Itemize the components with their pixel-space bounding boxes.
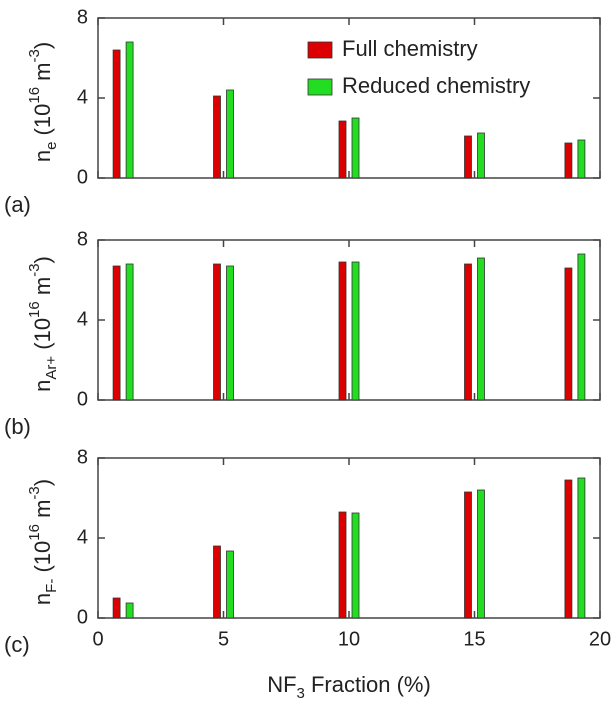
y-axis-label: nAr+ (1016 m-3) [26, 256, 60, 392]
x-axis-label-part: 3 [297, 685, 305, 702]
bar [213, 263, 221, 401]
bar [477, 132, 485, 179]
bar [564, 479, 573, 619]
y-axis-label-part: m [30, 63, 55, 87]
bar [112, 597, 121, 619]
bar [577, 253, 586, 401]
y-tick-label: 8 [77, 228, 88, 250]
y-tick-label: 0 [77, 388, 88, 410]
y-axis-label-part: ) [30, 256, 55, 263]
bar [226, 89, 234, 179]
y-axis-label-part: e [43, 142, 60, 150]
y-axis-label-part: ) [30, 479, 55, 486]
y-tick-label: 0 [77, 606, 88, 628]
bar [213, 545, 221, 619]
bar [351, 117, 360, 179]
y-axis-label-part: (10 [30, 318, 55, 356]
y-axis-label-part: Ar+ [43, 356, 60, 380]
bar [112, 265, 121, 401]
y-axis-label-part: n [30, 150, 55, 162]
y-axis-label-part: 16 [26, 87, 43, 104]
legend-label: Reduced chemistry [342, 73, 530, 98]
y-axis-label-part: m [30, 277, 55, 301]
bar [125, 41, 134, 179]
bar [125, 263, 134, 401]
bar [464, 135, 472, 179]
bar [564, 267, 573, 401]
bar [464, 491, 472, 619]
x-tick-label: 0 [92, 628, 103, 650]
panel-label: (b) [4, 414, 31, 439]
plot-frame [97, 239, 601, 401]
x-axis-label-part: Fraction (%) [305, 672, 431, 697]
y-axis-label-part: 16 [26, 524, 43, 541]
x-tick-label: 10 [338, 628, 360, 650]
y-tick-label: 8 [77, 6, 88, 28]
y-axis-label: ne (1016 m-3) [26, 42, 60, 162]
y-axis-label-part: -3 [26, 486, 43, 499]
y-axis-label-part: n [30, 593, 55, 605]
y-axis-label-part: m [30, 500, 55, 524]
bar [477, 489, 485, 619]
y-axis-label-part: -3 [26, 49, 43, 62]
x-axis-label-part: NF [267, 672, 296, 697]
bar [477, 257, 485, 401]
panel-label: (c) [4, 632, 30, 657]
y-tick-label: 4 [77, 86, 88, 108]
panel-label: (a) [4, 192, 31, 217]
bar [577, 477, 586, 619]
bar [564, 142, 573, 179]
x-tick-label: 20 [589, 628, 611, 650]
bar [226, 265, 234, 401]
bar [351, 261, 360, 401]
bar [338, 511, 347, 619]
y-axis-label-part: F- [43, 579, 60, 593]
y-tick-label: 4 [77, 526, 88, 548]
legend-label: Full chemistry [342, 36, 478, 61]
bar [213, 95, 221, 179]
y-axis-label-part: n [30, 380, 55, 392]
bar [112, 49, 121, 179]
y-axis-label: nF- (1016 m-3) [26, 479, 60, 605]
x-tick-label: 15 [463, 628, 485, 650]
y-axis-label-part: (10 [30, 104, 55, 142]
bar [226, 550, 234, 619]
bar [338, 120, 347, 179]
plot-frame [97, 457, 601, 619]
bar [577, 139, 586, 179]
y-axis-label-part: ) [30, 42, 55, 49]
x-tick-label: 5 [218, 628, 229, 650]
bar [351, 512, 360, 619]
bar [338, 261, 347, 401]
bar [125, 602, 134, 619]
legend-swatch [307, 41, 333, 59]
y-tick-label: 4 [77, 308, 88, 330]
bar [464, 263, 472, 401]
y-axis-label-part: -3 [26, 263, 43, 276]
y-tick-label: 8 [77, 446, 88, 468]
y-axis-label-part: 16 [26, 301, 43, 318]
y-axis-label-part: (10 [30, 541, 55, 579]
y-tick-label: 0 [77, 166, 88, 188]
x-axis-label: NF3 Fraction (%) [267, 672, 431, 703]
legend-swatch [307, 78, 333, 96]
